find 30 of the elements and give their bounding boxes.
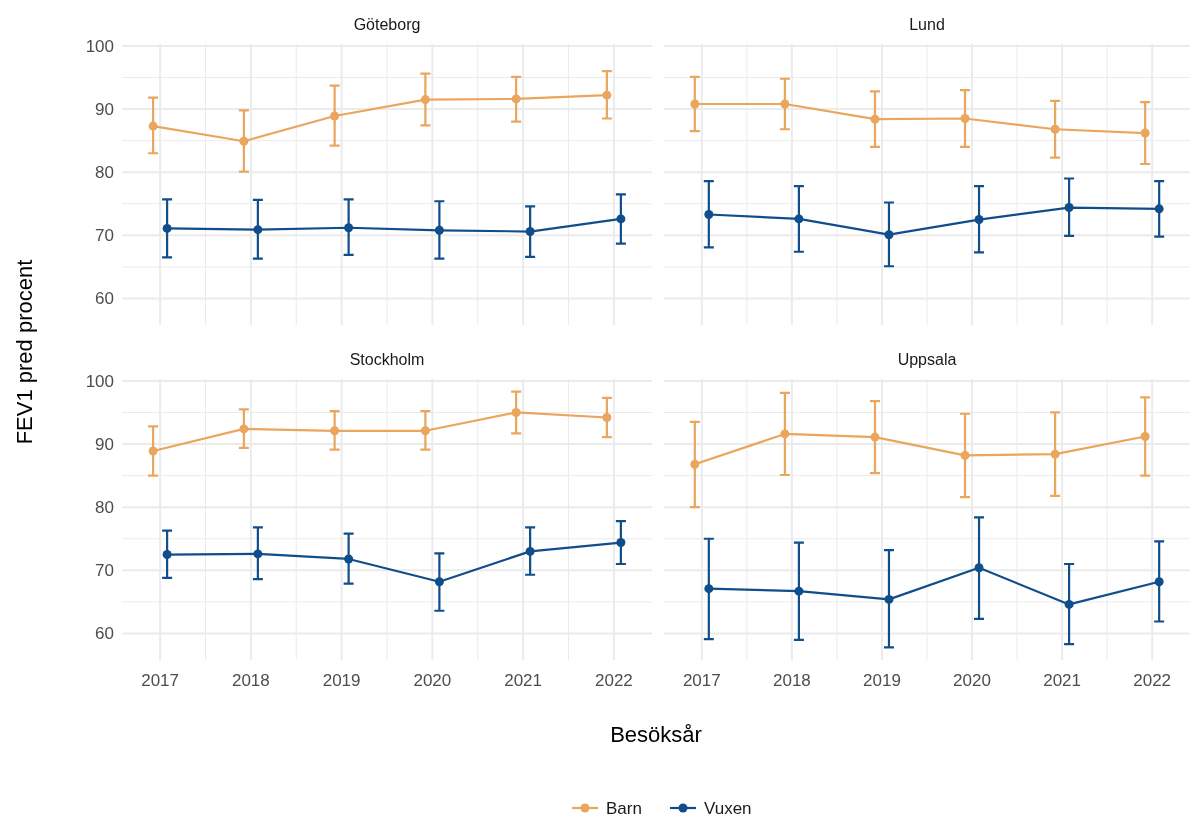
y-tick-label: 80 — [95, 163, 114, 183]
legend-label: Vuxen — [704, 798, 752, 818]
y-tick-label: 80 — [95, 498, 114, 518]
chart-title: Lund — [909, 16, 945, 33]
x-tick-label: 2021 — [504, 671, 543, 690]
chart-title: Stockholm — [349, 351, 425, 368]
y-tick-label: 90 — [95, 434, 114, 454]
x-tick-label: 2022 — [594, 671, 633, 690]
y-tick-label: 100 — [85, 371, 114, 391]
y-tick-label: 90 — [95, 99, 114, 119]
y-tick-label: 60 — [95, 624, 114, 644]
x-tick-label: 2017 — [682, 671, 721, 690]
x-tick-label: 2021 — [1043, 671, 1082, 690]
x-tick-label: 2019 — [322, 671, 361, 690]
x-tick-label: 2022 — [1133, 671, 1172, 690]
x-tick-label: 2020 — [953, 671, 991, 690]
y-tick-label: 70 — [95, 226, 114, 246]
y-tick-label: 60 — [95, 289, 114, 309]
chart-title: Göteborg — [353, 16, 421, 33]
x-tick-label: 2017 — [141, 671, 180, 690]
y-tick-label: 70 — [95, 561, 114, 581]
x-tick-label: 2018 — [772, 671, 811, 690]
legend-label: Barn — [606, 798, 642, 818]
x-tick-label: 2018 — [231, 671, 270, 690]
x-tick-label: 2020 — [413, 671, 452, 690]
chart-title: Uppsala — [897, 351, 957, 368]
x-axis-title: Besöksår — [610, 722, 702, 747]
x-tick-label: 2019 — [863, 671, 901, 690]
y-tick-label: 100 — [85, 36, 114, 56]
y-axis-title: FEV1 pred procent — [12, 259, 37, 445]
